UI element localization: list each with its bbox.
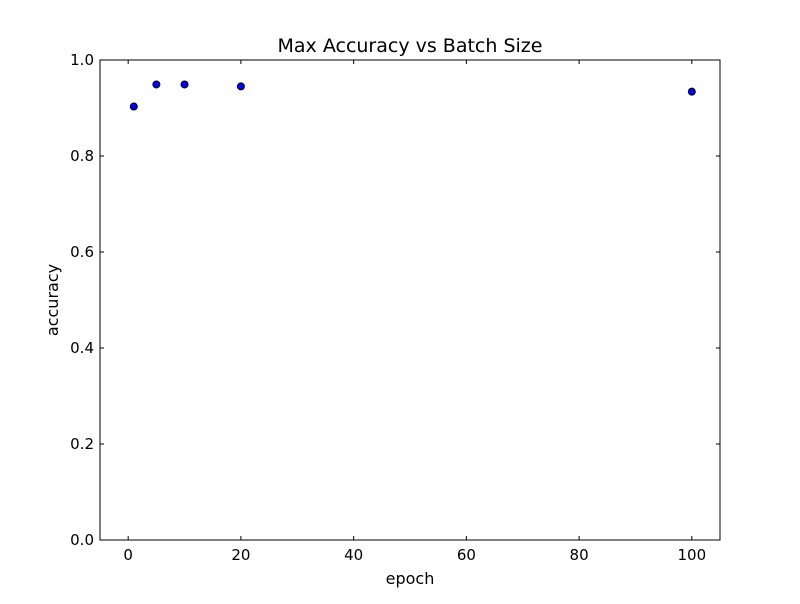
y-tick-label: 0.4: [70, 339, 94, 357]
x-tick-label: 60: [457, 546, 476, 564]
data-point: [236, 82, 245, 91]
x-axis-label: epoch: [386, 569, 435, 588]
chart-title: Max Accuracy vs Batch Size: [278, 35, 543, 57]
y-tick-label: 1.0: [70, 51, 94, 69]
data-point: [180, 80, 189, 89]
y-tick-label: 0.2: [70, 435, 94, 453]
x-tick-label: 80: [570, 546, 589, 564]
x-tick-label: 0: [123, 546, 133, 564]
x-tick-label: 40: [344, 546, 363, 564]
data-points: [129, 80, 696, 111]
tick-marks: [100, 59, 720, 541]
x-tick-label: 100: [677, 546, 706, 564]
data-point: [687, 87, 696, 96]
y-tick-label: 0.0: [70, 531, 94, 549]
y-tick-label: 0.6: [70, 243, 94, 261]
y-axis-label: accuracy: [43, 264, 62, 336]
x-tick-label: 20: [231, 546, 250, 564]
data-point: [152, 80, 161, 89]
y-tick-label: 0.8: [70, 147, 94, 165]
data-point: [129, 102, 138, 111]
tick-labels: 0 20 40 60 80 100 0.0 0.2 0.4 0.6 0.8 1.0: [70, 51, 706, 564]
plot-area-frame: [99, 59, 721, 541]
